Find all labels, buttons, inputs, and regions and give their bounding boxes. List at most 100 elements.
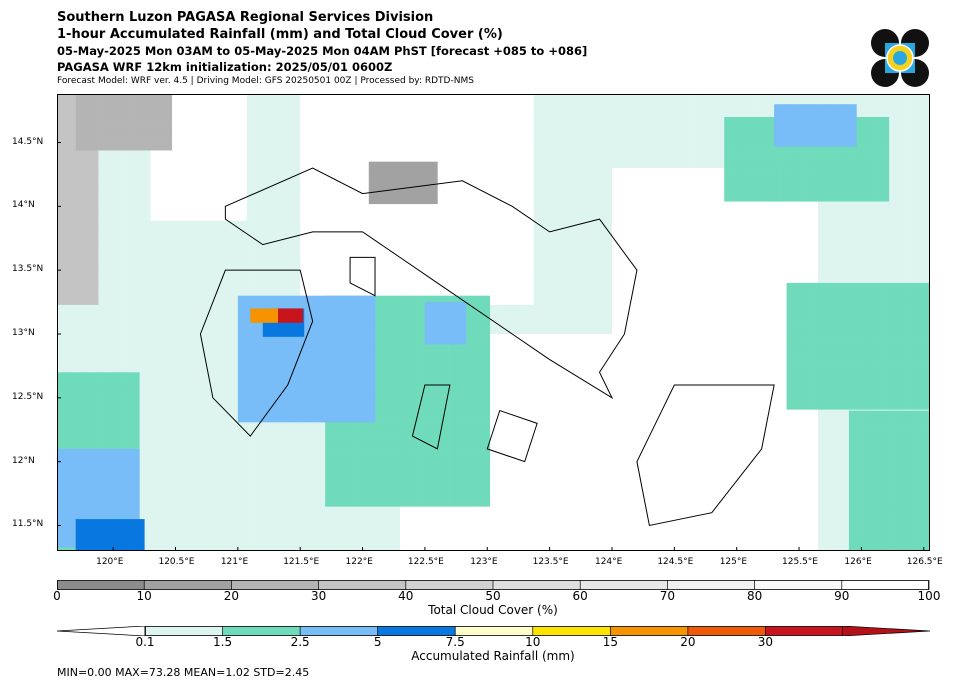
grid-cell — [653, 378, 668, 394]
grid-cell — [876, 522, 891, 538]
grid-cell — [578, 192, 593, 207]
grid-cell — [70, 414, 85, 429]
grid-cell — [125, 372, 140, 387]
grid-cell — [804, 266, 819, 281]
grid-cell — [611, 533, 626, 548]
grid-cell — [825, 459, 840, 474]
grid-cell — [462, 408, 477, 423]
grid-cell — [893, 206, 908, 221]
grid-cell — [219, 178, 234, 193]
grid-cell — [619, 150, 634, 165]
grid-cell — [633, 108, 648, 123]
grid-cell — [313, 150, 328, 165]
grid-cell — [338, 492, 353, 507]
grid-cell — [708, 210, 723, 225]
grid-cell — [694, 266, 709, 281]
grid-cell — [366, 436, 381, 451]
grid-cell — [368, 189, 383, 205]
grid-cell — [605, 94, 620, 109]
grid-cell — [153, 234, 168, 249]
grid-cell — [130, 94, 145, 109]
grid-cell — [666, 238, 681, 253]
grid-cell — [191, 122, 206, 137]
grid-cell — [57, 462, 72, 478]
grid-cell — [341, 276, 356, 291]
grid-cell — [89, 533, 104, 548]
grid-cell — [828, 118, 843, 133]
grid-cell — [434, 393, 449, 409]
grid-cell — [423, 161, 438, 176]
grid-cell — [251, 295, 266, 311]
grid-cell — [564, 530, 579, 545]
grid-cell — [153, 262, 168, 277]
grid-cell — [352, 436, 367, 451]
grid-cell — [653, 350, 668, 365]
grid-cell — [327, 108, 342, 123]
grid-cell — [70, 220, 85, 235]
grid-cell — [407, 337, 422, 353]
grid-cell — [347, 365, 362, 381]
grid-cell — [125, 476, 140, 492]
grid-cell — [537, 502, 552, 517]
grid-cell — [341, 206, 356, 221]
grid-cell — [180, 346, 195, 362]
grid-cell — [825, 206, 840, 221]
grid-cell — [249, 164, 264, 179]
grid-cell — [492, 108, 507, 123]
grid-cell — [355, 178, 370, 193]
grid-cell — [103, 136, 118, 151]
grid-cell — [407, 436, 422, 451]
grid-cell — [265, 351, 280, 367]
grid-cell — [421, 436, 436, 451]
grid-cell — [333, 323, 348, 339]
grid-cell — [84, 164, 99, 179]
grid-cell — [413, 544, 428, 551]
grid-cell — [708, 462, 723, 478]
grid-cell — [194, 346, 209, 362]
grid-cell — [505, 262, 520, 277]
grid-cell — [639, 533, 654, 548]
grid-cell — [838, 543, 853, 551]
grid-cell — [341, 164, 356, 179]
grid-cell — [827, 339, 842, 354]
grid-cell — [537, 516, 552, 531]
grid-cell — [139, 416, 154, 432]
grid-cell — [852, 220, 867, 235]
grid-cell — [735, 505, 750, 520]
grid-cell — [235, 487, 250, 502]
grid-cell — [448, 393, 463, 409]
grid-cell — [523, 304, 538, 319]
colorbar-tick-label: 100 — [917, 589, 941, 603]
grid-cell — [125, 290, 140, 305]
grid-cell — [639, 448, 654, 464]
grid-cell — [735, 308, 750, 323]
grid-cell — [861, 116, 876, 132]
grid-cell — [639, 210, 654, 225]
grid-cell — [194, 459, 209, 474]
grid-cell — [917, 438, 930, 454]
grid-cell — [910, 282, 925, 298]
grid-cell — [396, 248, 411, 263]
grid-cell — [194, 402, 209, 418]
grid-cell — [625, 364, 640, 379]
grid-cell — [205, 206, 220, 221]
grid-cell — [896, 339, 911, 354]
grid-cell — [111, 372, 126, 387]
grid-cell — [276, 150, 291, 165]
grid-cell — [421, 408, 436, 423]
grid-cell — [523, 460, 538, 475]
grid-cell — [825, 473, 840, 488]
grid-cell — [639, 491, 654, 506]
grid-cell — [409, 136, 424, 151]
grid-cell — [611, 210, 626, 225]
longitude-label: 123.5°E — [532, 557, 569, 567]
grid-cell — [382, 122, 397, 137]
grid-cell — [742, 94, 757, 109]
grid-cell — [862, 424, 877, 439]
colorbar-tick-label: 10 — [136, 589, 152, 603]
grid-cell — [478, 192, 493, 207]
grid-cell — [292, 408, 307, 423]
grid-cell — [221, 445, 236, 460]
grid-cell — [221, 374, 236, 390]
grid-cell — [84, 476, 99, 492]
